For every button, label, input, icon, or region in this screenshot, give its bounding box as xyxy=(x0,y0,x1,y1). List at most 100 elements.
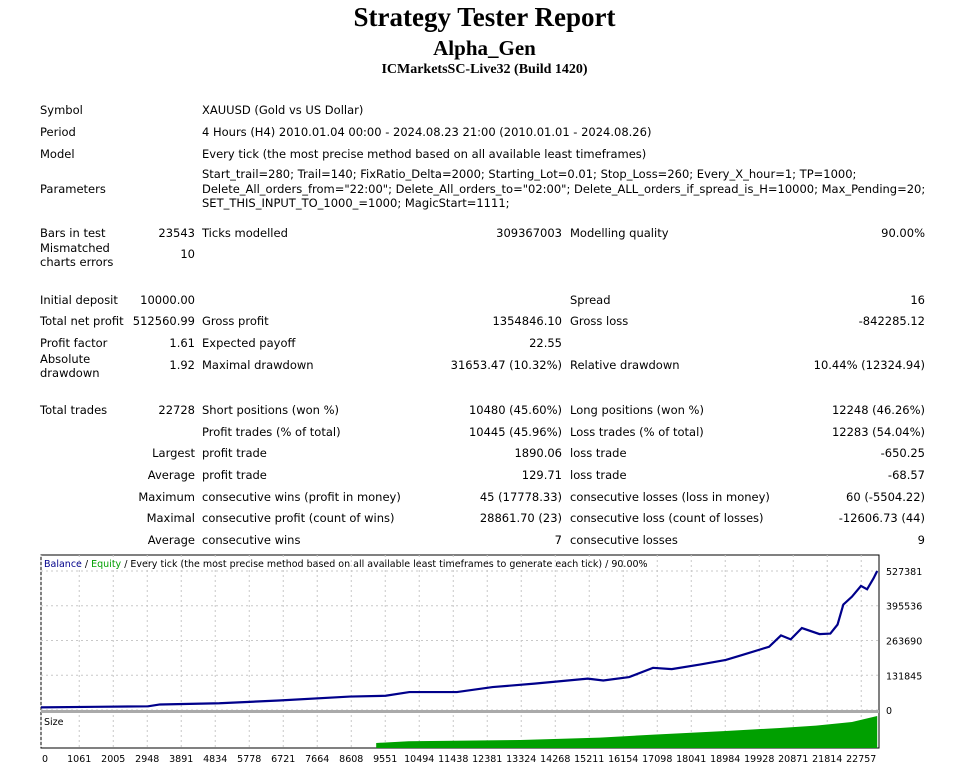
x-tick-label: 13324 xyxy=(506,754,536,765)
report-title: Strategy Tester Report xyxy=(353,2,616,32)
stat-value: 10000.00 xyxy=(140,293,195,307)
stat-value: 1890.06 xyxy=(514,446,562,460)
legend-sep: / xyxy=(82,559,91,570)
legend-equity: Equity xyxy=(91,559,121,570)
stat-value: 31653.47 (10.32%) xyxy=(450,358,562,372)
stat-value: 22.55 xyxy=(529,336,562,350)
panel-separator xyxy=(41,710,879,713)
stat-value: 512560.99 xyxy=(132,314,195,328)
stat-value: 1.92 xyxy=(169,358,195,372)
stat-value: 7 xyxy=(554,533,562,547)
stat-value: 16 xyxy=(910,293,925,307)
chart-legend: Balance / Equity / Every tick (the most … xyxy=(44,559,648,570)
x-tick-label: 10494 xyxy=(404,754,434,765)
stat-label: loss trade xyxy=(570,468,627,482)
parameters-line: SET_THIS_INPUT_TO_1000_=1000; MagicStart… xyxy=(202,196,510,210)
expert-name: Alpha_Gen xyxy=(433,36,536,60)
stat-label: profit trade xyxy=(202,446,267,460)
y-tick-label: 527381 xyxy=(886,567,922,578)
x-tick-label: 16154 xyxy=(608,754,638,765)
stat-value: 12248 (46.26%) xyxy=(831,403,925,417)
stat-label: Absolute xyxy=(40,352,91,366)
stat-value: 1.61 xyxy=(169,336,195,350)
stat-label: Total trades xyxy=(40,403,108,417)
x-tick-label: 4834 xyxy=(203,754,227,765)
chart-frame xyxy=(40,554,880,749)
stat-label: consecutive loss (count of losses) xyxy=(570,511,764,525)
stat-value: 10480 (45.60%) xyxy=(468,403,562,417)
y-tick-label: 395536 xyxy=(886,602,922,613)
balance-line xyxy=(40,570,879,709)
x-tick-label: 3891 xyxy=(169,754,193,765)
symbol-value: XAUUSD (Gold vs US Dollar) xyxy=(202,103,364,117)
x-tick-label: 2005 xyxy=(101,754,125,765)
stat-label: consecutive losses (loss in money) xyxy=(570,490,770,504)
stat-value: 10445 (45.96%) xyxy=(468,425,562,439)
period-value: 4 Hours (H4) 2010.01.04 00:00 - 2024.08.… xyxy=(202,125,652,139)
size-area xyxy=(376,716,878,748)
stat-value: -650.25 xyxy=(880,446,925,460)
x-tick-label: 15211 xyxy=(574,754,604,765)
stat-value: 10 xyxy=(180,247,195,261)
stat-label: Loss trades (% of total) xyxy=(570,425,704,439)
x-tick-label: 14268 xyxy=(540,754,570,765)
period-label: Period xyxy=(40,125,76,139)
stat-value: Average xyxy=(147,533,195,547)
legend-balance: Balance xyxy=(44,559,82,570)
x-tick-label: 6721 xyxy=(271,754,295,765)
stat-value: 1354846.10 xyxy=(492,314,562,328)
stat-label: Maximal drawdown xyxy=(202,358,314,372)
stat-value: 23543 xyxy=(158,226,195,240)
stat-value: 28861.70 (23) xyxy=(479,511,562,525)
stat-label: charts errors xyxy=(40,255,114,269)
x-tick-label: 12381 xyxy=(472,754,502,765)
stat-value: 45 (17778.33) xyxy=(479,490,562,504)
stat-label: Gross loss xyxy=(570,314,629,328)
y-tick-label: 131845 xyxy=(886,671,922,682)
stat-label: Short positions (won %) xyxy=(202,403,340,417)
x-tick-label: 22757 xyxy=(846,754,876,765)
x-tick-label: 5778 xyxy=(237,754,261,765)
stat-value: Maximal xyxy=(146,511,195,525)
legend-rest: / Every tick (the most precise method ba… xyxy=(121,559,647,570)
stat-label: loss trade xyxy=(570,446,627,460)
stat-label: Expected payoff xyxy=(202,336,296,350)
y-tick-label: 0 xyxy=(886,706,892,717)
stat-value: Average xyxy=(147,468,195,482)
stat-label: Profit trades (% of total) xyxy=(202,425,341,439)
model-value: Every tick (the most precise method base… xyxy=(202,147,647,161)
stat-label: Modelling quality xyxy=(570,226,669,240)
stat-value: -842285.12 xyxy=(858,314,925,328)
x-tick-label: 7664 xyxy=(305,754,329,765)
x-tick-label: 1061 xyxy=(67,754,91,765)
stat-label: drawdown xyxy=(40,366,100,380)
x-tick-label: 17098 xyxy=(642,754,672,765)
stat-label: Initial deposit xyxy=(40,293,118,307)
x-tick-label: 20871 xyxy=(778,754,808,765)
stat-label: consecutive wins xyxy=(202,533,301,547)
x-tick-label: 18984 xyxy=(710,754,740,765)
stat-value: 90.00% xyxy=(881,226,925,240)
stat-label: profit trade xyxy=(202,468,267,482)
x-tick-label: 11438 xyxy=(438,754,468,765)
x-tick-label: 19928 xyxy=(744,754,774,765)
stat-label: Total net profit xyxy=(40,314,124,328)
parameters-label: Parameters xyxy=(40,182,106,196)
stat-label: Ticks modelled xyxy=(202,226,288,240)
parameters-line: Delete_All_orders_from="22:00"; Delete_A… xyxy=(202,182,926,196)
stat-label: consecutive wins (profit in money) xyxy=(202,490,401,504)
stat-label: Mismatched xyxy=(40,241,110,255)
x-tick-label: 2948 xyxy=(135,754,159,765)
stat-label: Profit factor xyxy=(40,336,108,350)
stat-value: 12283 (54.04%) xyxy=(831,425,925,439)
stat-label: Bars in test xyxy=(40,226,106,240)
x-tick-label: 21814 xyxy=(812,754,842,765)
symbol-label: Symbol xyxy=(40,103,83,117)
model-label: Model xyxy=(40,147,75,161)
stat-value: 309367003 xyxy=(496,226,562,240)
stat-label: consecutive profit (count of wins) xyxy=(202,511,395,525)
stat-value: 9 xyxy=(917,533,925,547)
stat-value: Maximum xyxy=(138,490,195,504)
stat-value: 10.44% (12324.94) xyxy=(813,358,925,372)
